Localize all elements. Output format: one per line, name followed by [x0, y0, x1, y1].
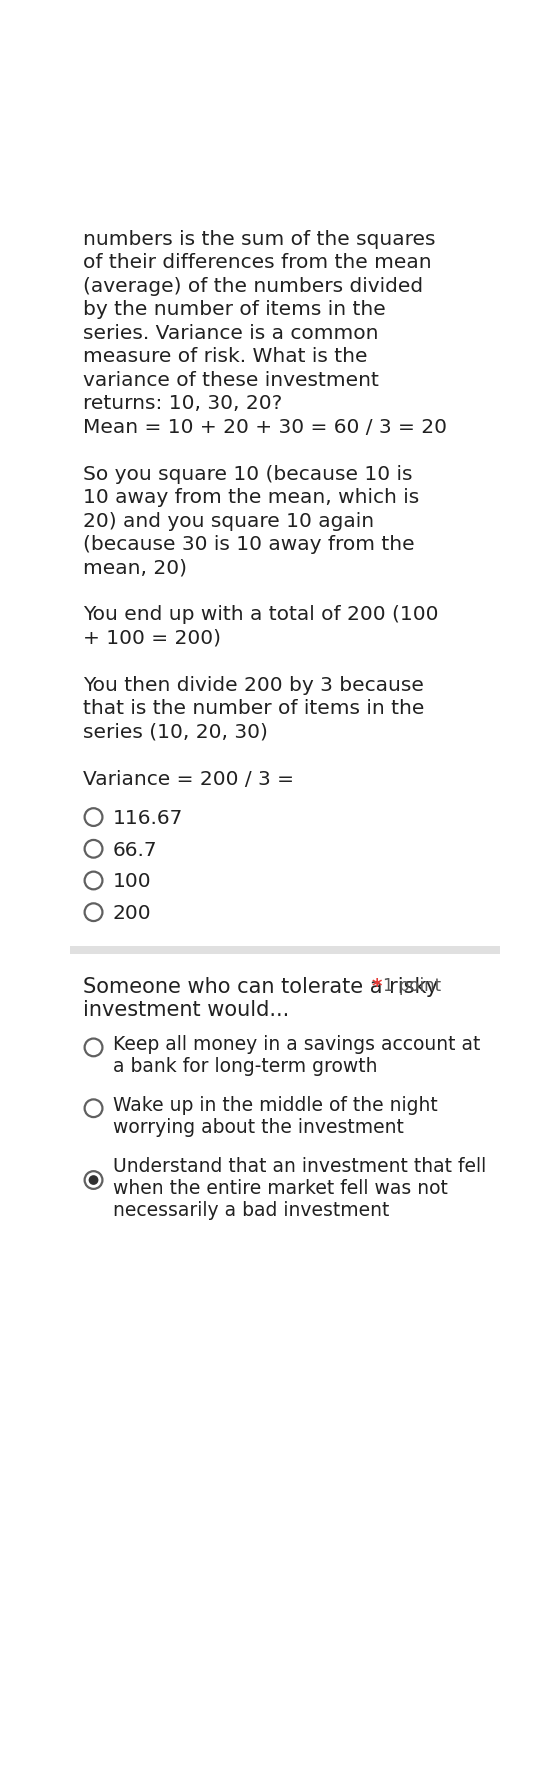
- Text: series (10, 20, 30): series (10, 20, 30): [83, 723, 269, 741]
- Text: numbers is the sum of the squares: numbers is the sum of the squares: [83, 230, 436, 248]
- Text: (because 30 is 10 away from the: (because 30 is 10 away from the: [83, 536, 415, 554]
- Text: mean, 20): mean, 20): [83, 559, 187, 577]
- Text: investment would...: investment would...: [83, 1000, 290, 1020]
- Text: variance of these investment: variance of these investment: [83, 371, 379, 389]
- Text: Keep all money in a savings account at: Keep all money in a savings account at: [113, 1036, 480, 1054]
- Bar: [70, 947, 500, 954]
- Text: *: *: [371, 977, 382, 995]
- Text: 200: 200: [113, 904, 152, 923]
- Text: Mean = 10 + 20 + 30 = 60 / 3 = 20: Mean = 10 + 20 + 30 = 60 / 3 = 20: [83, 418, 448, 436]
- Text: that is the number of items in the: that is the number of items in the: [83, 700, 425, 718]
- Text: 20) and you square 10 again: 20) and you square 10 again: [83, 511, 375, 530]
- Text: 116.67: 116.67: [113, 809, 183, 829]
- Text: worrying about the investment: worrying about the investment: [113, 1118, 404, 1138]
- Text: by the number of items in the: by the number of items in the: [83, 300, 386, 320]
- Text: Understand that an investment that fell: Understand that an investment that fell: [113, 1157, 486, 1175]
- Circle shape: [88, 1175, 98, 1184]
- Text: Wake up in the middle of the night: Wake up in the middle of the night: [113, 1097, 438, 1114]
- Text: a bank for long-term growth: a bank for long-term growth: [113, 1057, 378, 1077]
- Text: Someone who can tolerate a risky: Someone who can tolerate a risky: [83, 977, 439, 997]
- Text: (average) of the numbers divided: (average) of the numbers divided: [83, 277, 424, 296]
- Text: 10 away from the mean, which is: 10 away from the mean, which is: [83, 488, 420, 507]
- Text: when the entire market fell was not: when the entire market fell was not: [113, 1179, 448, 1198]
- Text: + 100 = 200): + 100 = 200): [83, 629, 221, 648]
- Text: You end up with a total of 200 (100: You end up with a total of 200 (100: [83, 605, 439, 625]
- Text: So you square 10 (because 10 is: So you square 10 (because 10 is: [83, 464, 413, 484]
- Text: Variance = 200 / 3 =: Variance = 200 / 3 =: [83, 770, 295, 789]
- Text: 100: 100: [113, 872, 152, 891]
- Text: returns: 10, 30, 20?: returns: 10, 30, 20?: [83, 395, 282, 413]
- Text: of their differences from the mean: of their differences from the mean: [83, 254, 432, 271]
- Text: measure of risk. What is the: measure of risk. What is the: [83, 346, 368, 366]
- Text: necessarily a bad investment: necessarily a bad investment: [113, 1200, 389, 1220]
- Text: You then divide 200 by 3 because: You then divide 200 by 3 because: [83, 675, 424, 695]
- Text: 66.7: 66.7: [113, 841, 157, 859]
- Text: series. Variance is a common: series. Variance is a common: [83, 323, 379, 343]
- Text: 1 point: 1 point: [383, 977, 441, 995]
